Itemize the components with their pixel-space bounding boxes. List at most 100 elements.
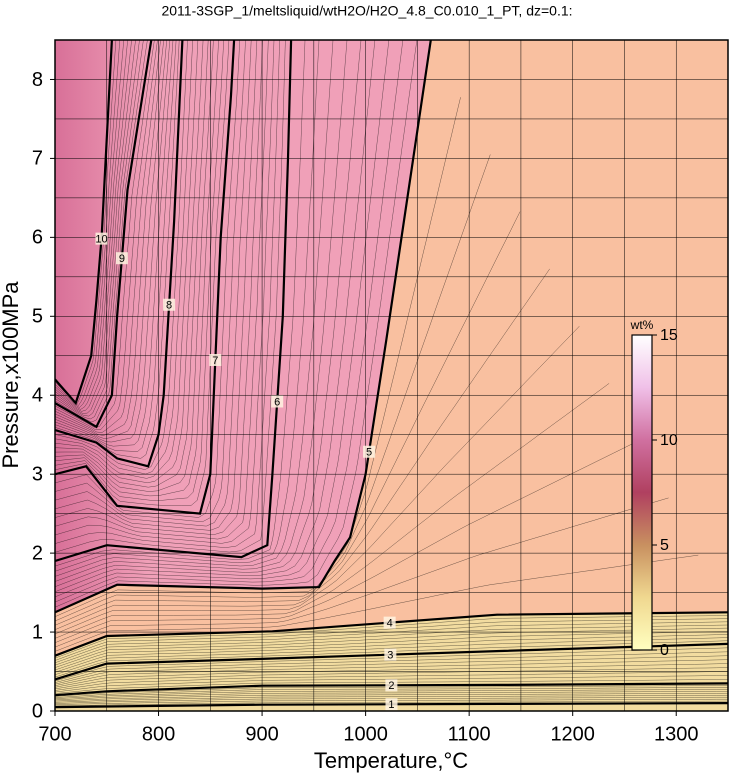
minor-contour [55,40,158,430]
minor-contour [55,624,728,666]
contour-label-bg [115,252,128,265]
y-axis-label: Pressure,x100MPa [0,281,23,469]
minor-contour [55,40,136,414]
minor-contour [55,40,219,497]
minor-contour [55,497,669,648]
minor-contour [55,40,199,479]
minor-contour [55,40,161,433]
contour-label-bg [163,298,176,311]
minor-contour [55,631,728,671]
y-tick-label: 7 [32,148,43,170]
minor-contour [55,40,258,531]
minor-contour [55,554,699,652]
minor-contour [55,40,246,523]
minor-contour [55,40,362,587]
minor-contour [55,383,610,639]
x-tick-label: 1000 [343,723,388,745]
minor-contour [55,40,209,488]
minor-contour [55,40,376,592]
contour-label-bg [384,648,397,661]
colorbar-tick-label: 15 [660,327,678,344]
contour-label: 6 [274,396,280,408]
contour-label-bg [209,353,222,366]
minor-contour [55,40,124,408]
minor-contour [55,40,240,518]
plot-frame [54,39,729,712]
minor-contour [55,40,252,527]
contour-label: 8 [166,300,172,312]
plot-area: 1 2 3 4 5 6 7 8 9 10 [55,40,728,711]
minor-contour [55,40,214,492]
contour-line [55,40,184,468]
contour-label: 7 [212,355,218,367]
contour-label-bg [363,445,376,458]
contour-line [55,702,728,709]
colorbar-tick-label: 5 [660,537,669,554]
minor-contour [55,634,728,673]
axes: 700 800 900 1000 1100 1200 1300012345678wt%051… [32,39,729,745]
y-tick-label: 0 [32,700,43,722]
contour-label: 5 [366,447,372,459]
x-tick-label: 700 [38,723,71,745]
minor-contour [55,667,728,690]
x-tick-label: 800 [142,723,175,745]
colorbar-tick-label: 0 [660,642,669,659]
minor-contour [55,693,728,702]
high-water-region [55,40,431,613]
minor-contour [55,691,728,701]
contour-label: 1 [388,699,394,711]
minor-contour [55,40,177,452]
minor-contour [55,40,193,475]
contour-label: 10 [95,234,107,246]
minor-contour [55,618,728,661]
contour-label-bg [271,395,284,408]
contour-line [55,611,728,657]
minor-contour [55,40,140,417]
contour-line [55,682,728,697]
contour-label: 2 [388,680,394,692]
y-tick-label: 4 [32,385,43,407]
minor-contour [55,40,132,412]
minor-contour [55,40,174,447]
contour-line [55,40,293,563]
minor-contour [55,440,639,643]
x-axis-label: Temperature,°C [314,748,468,773]
minor-contour [55,154,491,622]
x-tick-label: 900 [245,723,278,745]
minor-contour [55,655,728,685]
minor-contour [55,40,275,544]
y-tick-label: 6 [32,227,43,249]
minor-contour [55,40,334,577]
minor-contour [55,675,728,693]
contour-line [55,40,113,406]
contour-line [55,40,432,614]
colorbar-tick-label: 10 [660,432,678,449]
minor-contour [55,695,728,703]
contour-label: 9 [119,253,125,265]
minor-contour [55,637,728,675]
minor-contour [55,40,171,443]
contour-label-bg [385,698,398,711]
contour-label: 4 [387,618,393,630]
x-tick-label: 1300 [654,723,699,745]
contour-label-bg [383,616,396,629]
contour-line [55,642,728,681]
y-tick-label: 5 [32,306,43,328]
minor-contour [55,40,167,439]
colorbar-label: wt% [630,318,654,332]
contour-label: 3 [387,650,393,662]
minor-contour [55,40,280,548]
minor-contour [55,211,521,626]
x-tick-label: 1200 [550,723,595,745]
colorbar [631,334,653,651]
chart-title: 2011-3SGP_1/meltsliquid/wtH2O/H2O_4.8_C0… [161,3,572,19]
minor-contour [55,40,269,540]
minor-contour [55,40,263,535]
y-tick-label: 1 [32,621,43,643]
y-tick-label: 2 [32,542,43,564]
minor-contour [55,40,128,410]
minor-contour [55,40,204,484]
y-tick-label: 3 [32,463,43,485]
minor-contour [55,40,306,567]
